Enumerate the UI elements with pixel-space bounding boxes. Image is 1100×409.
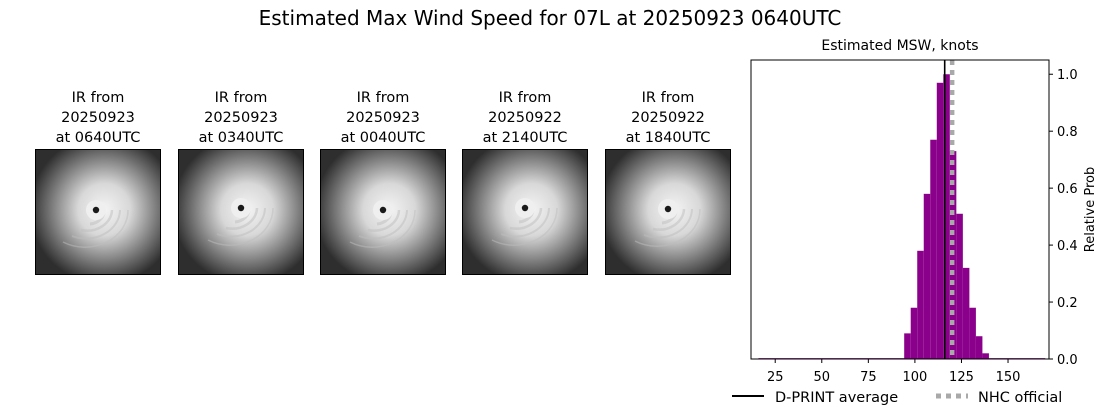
ir-satellite-image — [178, 149, 304, 275]
ir-caption-date: 20250923 — [61, 110, 135, 126]
y-tick-label: 0.8 — [1057, 125, 1078, 140]
x-tick-label: 150 — [996, 370, 1021, 385]
ir-caption-time: at 2140UTC — [482, 130, 568, 146]
histogram-bar — [904, 333, 911, 359]
histogram-bar — [962, 267, 970, 359]
plot-frame — [750, 59, 1050, 360]
histogram-bar — [975, 336, 983, 359]
ir-caption-time: at 0040UTC — [340, 130, 426, 146]
x-tick-label: 50 — [814, 370, 831, 385]
ir-panel-3: IR from 20250923 at 0040UTC — [320, 88, 446, 275]
ir-caption-date: 20250922 — [631, 110, 705, 126]
ir-caption: IR from 20250923 at 0640UTC — [35, 88, 161, 150]
ir-caption-time: at 0640UTC — [55, 130, 141, 146]
histogram-bar — [943, 74, 950, 359]
ir-panel-2: IR from 20250923 at 0340UTC — [178, 88, 304, 275]
histogram-bar — [917, 250, 924, 359]
histogram-bar — [930, 139, 937, 359]
ir-caption-line: IR from — [641, 90, 695, 106]
ir-caption-date: 20250923 — [204, 110, 278, 126]
y-tick-label: 0.4 — [1057, 239, 1078, 254]
figure-title: Estimated Max Wind Speed for 07L at 2025… — [258, 6, 842, 30]
y-axis-label: Relative Prob — [1083, 167, 1098, 252]
ir-panel-5: IR from 20250922 at 1840UTC — [605, 88, 731, 275]
y-tick-label: 0.0 — [1057, 353, 1078, 368]
ir-caption: IR from 20250922 at 2140UTC — [462, 88, 588, 150]
x-tick-label: 75 — [860, 370, 877, 385]
ir-caption-line: IR from — [356, 90, 410, 106]
x-tick-label: 100 — [902, 370, 927, 385]
x-tick-label: 125 — [949, 370, 974, 385]
ir-caption-line: IR from — [214, 90, 268, 106]
ir-caption-date: 20250923 — [346, 110, 420, 126]
ir-caption: IR from 20250923 at 0040UTC — [320, 88, 446, 150]
y-tick-label: 0.6 — [1057, 182, 1078, 197]
ir-caption-time: at 1840UTC — [625, 130, 711, 146]
ir-caption: IR from 20250922 at 1840UTC — [605, 88, 731, 150]
histogram-bar — [982, 353, 989, 359]
histogram-bar — [949, 151, 957, 359]
ir-caption-date: 20250922 — [488, 110, 562, 126]
histogram-bar — [936, 82, 944, 360]
ir-caption-line: IR from — [498, 90, 552, 106]
histogram-bar — [923, 193, 931, 359]
y-tick-label: 0.2 — [1057, 296, 1078, 311]
histogram-bar — [969, 307, 976, 359]
y-tick-label: 1.0 — [1057, 68, 1078, 83]
ir-satellite-image — [35, 149, 161, 275]
histogram-bar — [956, 213, 963, 359]
ir-panel-1: IR from 20250923 at 0640UTC — [35, 88, 161, 275]
ir-panel-4: IR from 20250922 at 2140UTC — [462, 88, 588, 275]
ir-caption-time: at 0340UTC — [198, 130, 284, 146]
histogram-bar — [910, 307, 918, 359]
legend-dprint-label: D-PRINT average — [775, 390, 898, 406]
legend-nhc-label: NHC official — [978, 390, 1062, 406]
ir-satellite-image — [320, 149, 446, 275]
chart-title: Estimated MSW, knots — [821, 38, 978, 54]
ir-caption: IR from 20250923 at 0340UTC — [178, 88, 304, 150]
ir-satellite-image — [605, 149, 731, 275]
ir-caption-line: IR from — [71, 90, 125, 106]
ir-satellite-image — [462, 149, 588, 275]
x-tick-label: 25 — [767, 370, 784, 385]
